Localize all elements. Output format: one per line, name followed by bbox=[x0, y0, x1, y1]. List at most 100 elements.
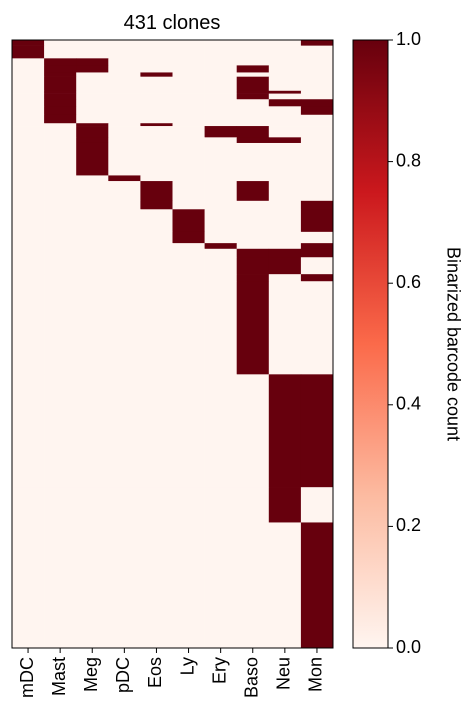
heatmap-cell bbox=[44, 114, 77, 124]
heatmap-cell bbox=[268, 76, 302, 92]
heatmap-cell bbox=[76, 231, 109, 244]
heatmap-cell bbox=[44, 76, 77, 92]
heatmap-cell bbox=[204, 522, 237, 649]
heatmap-cell bbox=[12, 45, 45, 59]
heatmap-cell bbox=[76, 40, 109, 46]
heatmap-cell bbox=[12, 257, 45, 275]
plot-frame bbox=[11, 39, 334, 649]
heatmap-cell bbox=[108, 200, 141, 210]
heatmap-cell bbox=[76, 106, 109, 116]
heatmap-cell bbox=[236, 76, 270, 92]
heatmap-cell bbox=[204, 274, 237, 282]
heatmap-cell bbox=[12, 374, 45, 488]
heatmap-cell bbox=[44, 181, 77, 202]
heatmap-cell bbox=[140, 142, 173, 176]
heatmap-cell bbox=[300, 243, 334, 250]
heatmap-cell bbox=[268, 374, 302, 488]
heatmap-cell bbox=[12, 231, 45, 244]
heatmap-cell bbox=[76, 123, 109, 127]
heatmap-cell bbox=[204, 175, 237, 182]
heatmap-cell bbox=[172, 90, 205, 94]
heatmap-cell bbox=[76, 99, 109, 107]
heatmap-cell bbox=[204, 123, 237, 127]
heatmap-cell bbox=[204, 90, 237, 94]
heatmap-cell bbox=[172, 487, 205, 523]
heatmap-cell bbox=[140, 175, 173, 182]
heatmap-cell bbox=[204, 114, 237, 124]
heatmap-cell bbox=[108, 76, 141, 92]
heatmap-cell bbox=[300, 58, 334, 66]
heatmap-cell bbox=[236, 126, 270, 138]
heatmap-cell bbox=[236, 65, 270, 73]
heatmap-cell bbox=[300, 487, 334, 523]
heatmap-cell bbox=[108, 274, 141, 282]
heatmap-cell bbox=[140, 522, 173, 649]
heatmap-cell bbox=[172, 374, 205, 488]
heatmap-cell bbox=[140, 243, 173, 250]
heatmap-cell bbox=[76, 45, 109, 59]
heatmap-cell bbox=[236, 106, 270, 116]
heatmap-cell bbox=[172, 522, 205, 649]
heatmap-cell bbox=[12, 142, 45, 176]
heatmap-cell bbox=[76, 487, 109, 523]
heatmap-cell bbox=[44, 93, 77, 100]
heatmap-cell bbox=[12, 90, 45, 94]
heatmap-cell bbox=[44, 257, 77, 275]
heatmap-cell bbox=[76, 248, 109, 258]
heatmap-cell bbox=[76, 243, 109, 250]
heatmap-cell bbox=[108, 106, 141, 116]
heatmap-cell bbox=[108, 243, 141, 250]
heatmap-cell bbox=[236, 90, 270, 94]
heatmap-cell bbox=[108, 114, 141, 124]
heatmap-cell bbox=[140, 90, 173, 94]
heatmap-cell bbox=[172, 274, 205, 282]
heatmap-cell bbox=[204, 45, 237, 59]
heatmap-cell bbox=[236, 58, 270, 66]
heatmap-cell bbox=[140, 487, 173, 523]
heatmap-cell bbox=[12, 114, 45, 124]
heatmap-cell bbox=[204, 137, 237, 144]
heatmap-cell bbox=[76, 257, 109, 275]
heatmap-cell bbox=[140, 123, 173, 127]
heatmap-cell bbox=[204, 99, 237, 107]
heatmap-cell bbox=[140, 126, 173, 138]
heatmap-cell bbox=[236, 72, 270, 77]
heatmap-cell bbox=[44, 487, 77, 523]
heatmap-cell bbox=[12, 58, 45, 66]
x-tick-label: mDC bbox=[17, 657, 37, 698]
heatmap-cell bbox=[12, 137, 45, 144]
colorbar-tick-label: 1.0 bbox=[396, 29, 421, 49]
heatmap-cell bbox=[300, 142, 334, 176]
heatmap-cell bbox=[108, 45, 141, 59]
x-tick-label: Ly bbox=[177, 657, 197, 675]
heatmap-cell bbox=[300, 114, 334, 124]
heatmap-cell bbox=[76, 181, 109, 202]
heatmap-cell bbox=[76, 90, 109, 94]
heatmap-cell bbox=[268, 90, 302, 94]
heatmap-cell bbox=[204, 243, 237, 250]
heatmap-cell bbox=[172, 99, 205, 107]
heatmap-cell bbox=[12, 522, 45, 649]
heatmap-cell bbox=[44, 123, 77, 127]
heatmap-cell bbox=[108, 175, 141, 182]
heatmap-cell bbox=[12, 76, 45, 92]
heatmap-cell bbox=[236, 45, 270, 59]
heatmap-cell bbox=[172, 76, 205, 92]
heatmap-cell bbox=[172, 137, 205, 144]
x-tick-label: Meg bbox=[81, 657, 101, 692]
heatmap-cell bbox=[268, 65, 302, 73]
heatmap-cell bbox=[44, 274, 77, 282]
heatmap-cell bbox=[44, 231, 77, 244]
heatmap-cell bbox=[268, 58, 302, 66]
colorbar-tick-label: 0.8 bbox=[396, 150, 421, 170]
heatmap-cell bbox=[44, 126, 77, 138]
heatmap-cell bbox=[236, 243, 270, 250]
x-tick-label: Mast bbox=[49, 657, 69, 696]
heatmap-cell bbox=[204, 209, 237, 233]
heatmap-cell bbox=[268, 137, 302, 144]
heatmap-cell bbox=[300, 72, 334, 77]
heatmap-cell bbox=[204, 181, 237, 202]
heatmap-cell bbox=[268, 40, 302, 46]
heatmap-cell bbox=[172, 58, 205, 66]
heatmap-cell bbox=[204, 142, 237, 176]
